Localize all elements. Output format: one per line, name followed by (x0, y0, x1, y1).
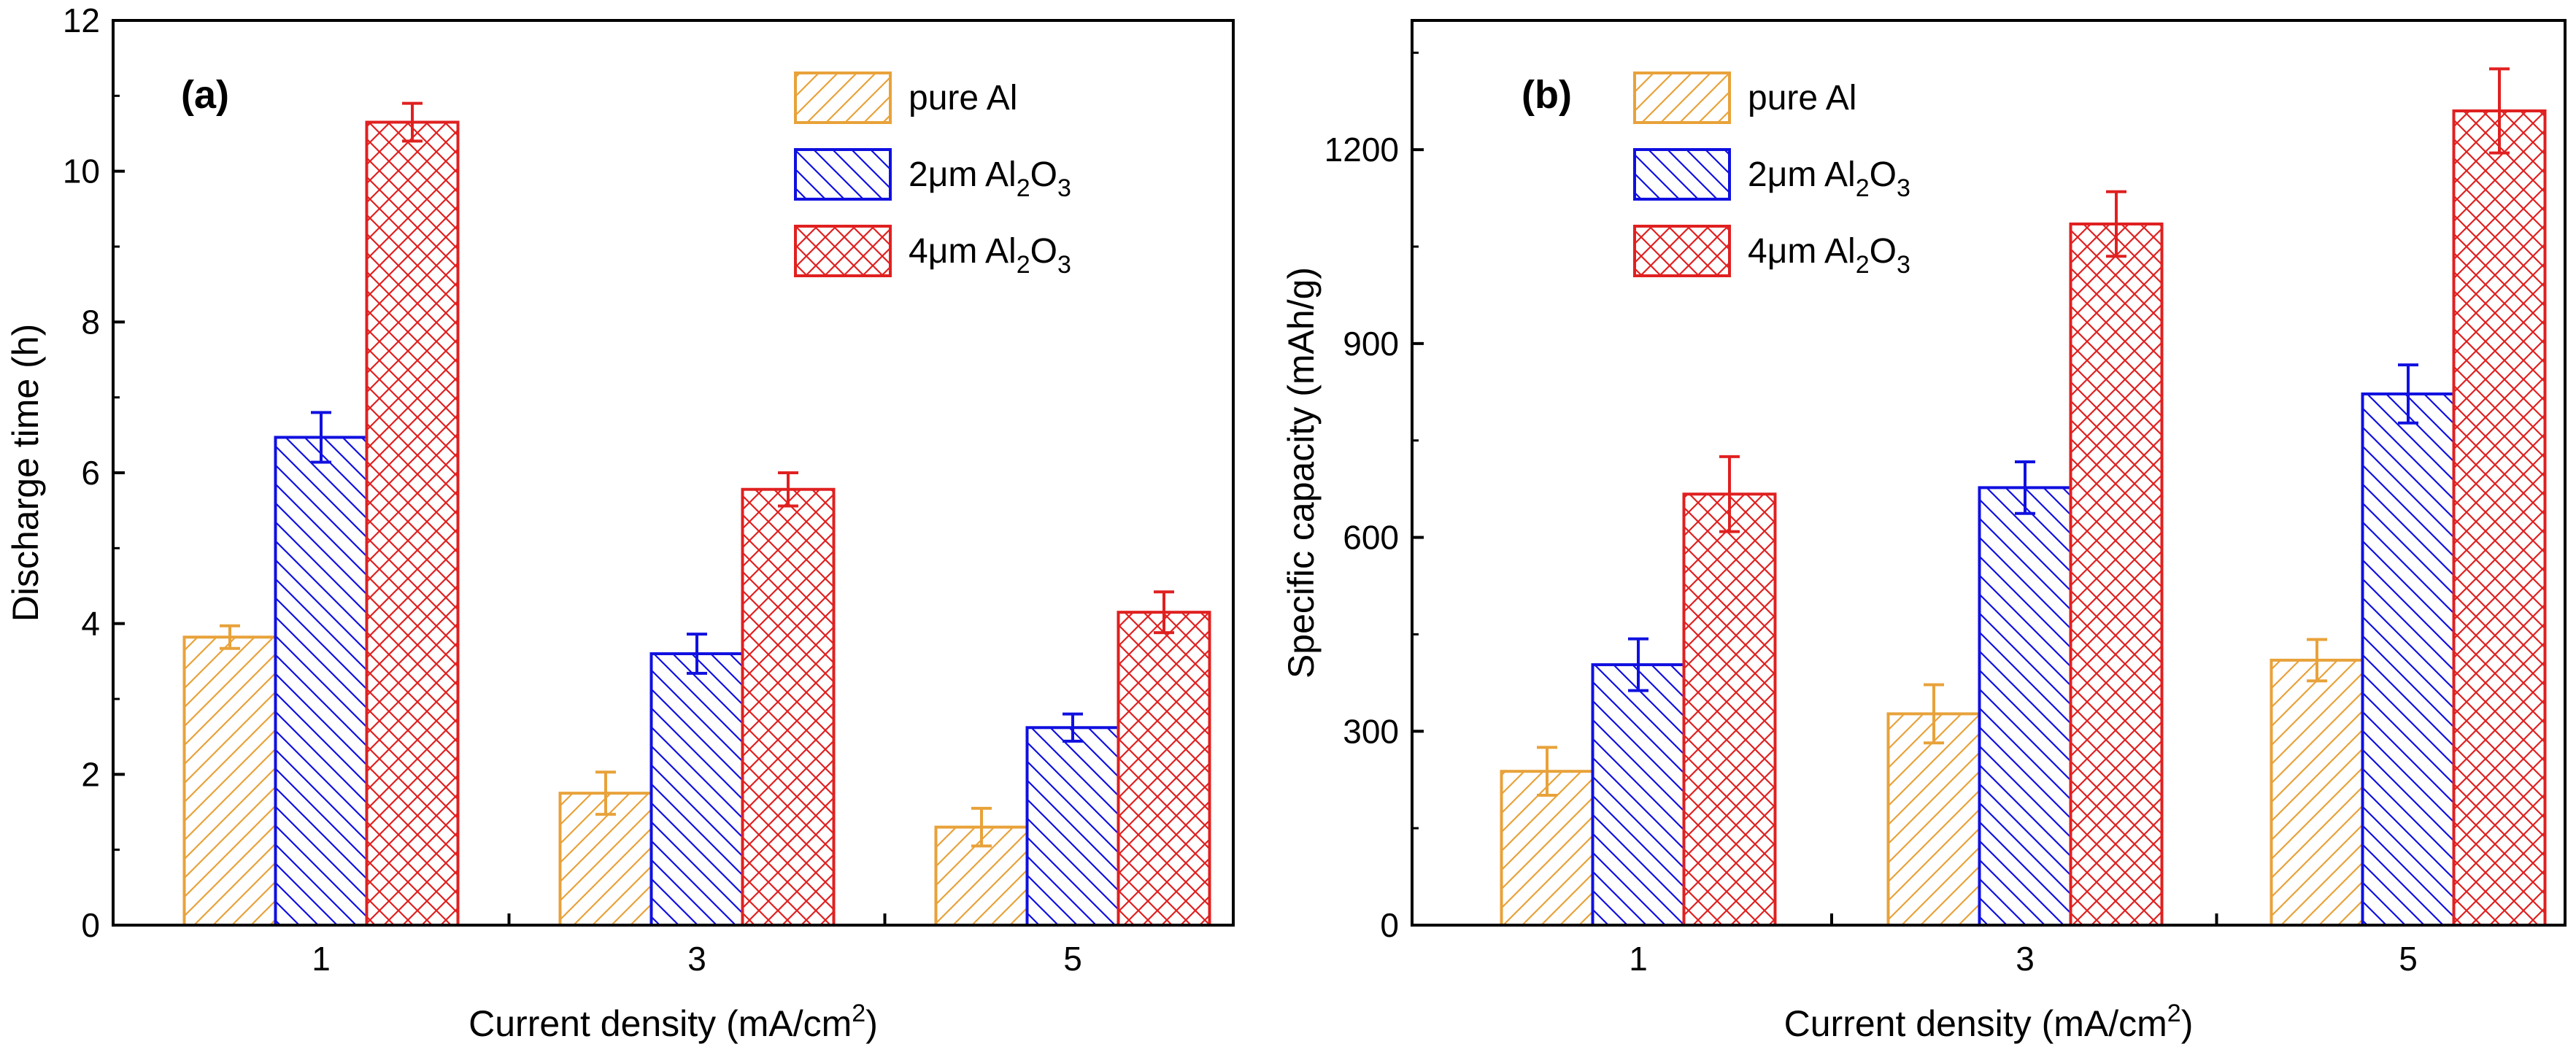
bar-pure_al-5 (2270, 658, 2364, 927)
legend-swatch-al2o3_2um (794, 148, 892, 201)
error-bar-al2o3_4um-5 (2489, 67, 2510, 155)
legend: pure Al 2μm Al2O3 4μm Al2O3 (1633, 72, 1910, 279)
legend-label-al2o3_4um: 4μm Al2O3 (1748, 232, 1910, 279)
bar-al2o3_4um-3 (2069, 223, 2164, 927)
error-bar-al2o3_4um-1 (402, 101, 423, 143)
error-bar-al2o3_2um-3 (687, 633, 707, 675)
bar-pure_al-1 (182, 635, 277, 927)
bar-al2o3_4um-1 (1682, 492, 1777, 927)
y-tick-label: 4 (81, 605, 100, 643)
error-bar-pure_al-1 (220, 624, 240, 650)
bar-al2o3_2um-5 (1025, 726, 1120, 927)
panel-b-chart: 0 300 600 900 1200 1 3 5 Current density (mA/cm2… (1281, 19, 2567, 1044)
x-axis-title: Current density (mA/cm2) (1784, 1000, 2194, 1044)
x-tick-label: 3 (2016, 940, 2035, 978)
error-bar-al2o3_2um-5 (2398, 363, 2418, 425)
bar-pure_al-3 (1886, 712, 1981, 927)
y-tick-label: 1200 (1324, 131, 1399, 169)
error-bar-al2o3_4um-3 (2106, 190, 2126, 258)
error-bar-al2o3_4um-1 (1719, 455, 1740, 533)
bar-al2o3_4um-5 (1117, 611, 1211, 927)
error-bar-pure_al-5 (971, 806, 992, 848)
legend-label-al2o3_2um: 2μm Al2O3 (909, 155, 1071, 202)
legend-label-al2o3_2um: 2μm Al2O3 (1748, 155, 1910, 202)
error-bar-al2o3_2um-3 (2015, 460, 2035, 515)
error-bar-pure_al-3 (1924, 683, 1944, 745)
y-tick-label: 600 (1343, 519, 1399, 557)
legend: pure Al 2μm Al2O3 4μm Al2O3 (794, 72, 1071, 279)
legend-label-pure_al: pure Al (909, 79, 1017, 117)
legend-swatch-al2o3_4um (1633, 225, 1731, 277)
y-tick-label: 12 (63, 1, 100, 39)
y-tick-label: 900 (1343, 325, 1399, 363)
bar-al2o3_2um-1 (1591, 663, 1686, 927)
error-bar-pure_al-5 (2307, 638, 2327, 683)
panel-label: (a) (181, 73, 229, 117)
error-bar-pure_al-3 (595, 770, 616, 816)
error-bar-al2o3_4um-5 (1154, 590, 1174, 635)
panel-label: (b) (1522, 73, 1572, 117)
x-tick-label: 5 (1063, 940, 1082, 978)
legend-swatch-al2o3_2um (1633, 148, 1731, 201)
x-tick-label: 1 (1629, 940, 1648, 978)
error-bar-al2o3_2um-1 (311, 411, 331, 464)
bar-al2o3_2um-3 (1978, 486, 2072, 927)
y-tick-label: 0 (1380, 906, 1399, 944)
bar-al2o3_4um-5 (2452, 109, 2547, 927)
y-axis-title: Specific capacity (mAh/g) (1281, 267, 1322, 679)
y-tick-label: 6 (81, 454, 100, 492)
error-bar-al2o3_4um-3 (778, 471, 798, 508)
y-tick-label: 2 (81, 755, 100, 793)
y-tick-label: 300 (1343, 712, 1399, 750)
legend-swatch-pure_al (1633, 72, 1731, 124)
bar-al2o3_2um-1 (274, 436, 369, 927)
error-bar-pure_al-1 (1537, 746, 1557, 797)
x-tick-label: 1 (312, 940, 331, 978)
bar-al2o3_4um-3 (741, 487, 836, 927)
x-axis-title: Current density (mA/cm2) (468, 1000, 878, 1044)
y-tick-label: 0 (81, 906, 100, 944)
panel-a-chart: 0 2 4 6 8 10 12 1 3 5 Current density (mA/cm2) Disc… (5, 1, 1235, 1044)
y-tick-label: 8 (81, 303, 100, 341)
legend-swatch-al2o3_4um (794, 225, 892, 277)
error-bar-al2o3_2um-5 (1063, 712, 1083, 743)
bar-al2o3_2um-5 (2361, 392, 2456, 927)
bar-al2o3_4um-1 (365, 120, 460, 927)
x-tick-label: 3 (687, 940, 706, 978)
plot-frame (1411, 19, 2567, 927)
y-tick-label: 10 (63, 152, 100, 190)
x-tick-label: 5 (2399, 940, 2418, 978)
legend-label-pure_al: pure Al (1748, 79, 1856, 117)
legend-label-al2o3_4um: 4μm Al2O3 (909, 232, 1071, 279)
error-bar-al2o3_2um-1 (1628, 637, 1648, 692)
y-axis-title: Discharge time (h) (5, 324, 46, 622)
bar-al2o3_2um-3 (649, 652, 744, 927)
legend-swatch-pure_al (794, 72, 892, 124)
